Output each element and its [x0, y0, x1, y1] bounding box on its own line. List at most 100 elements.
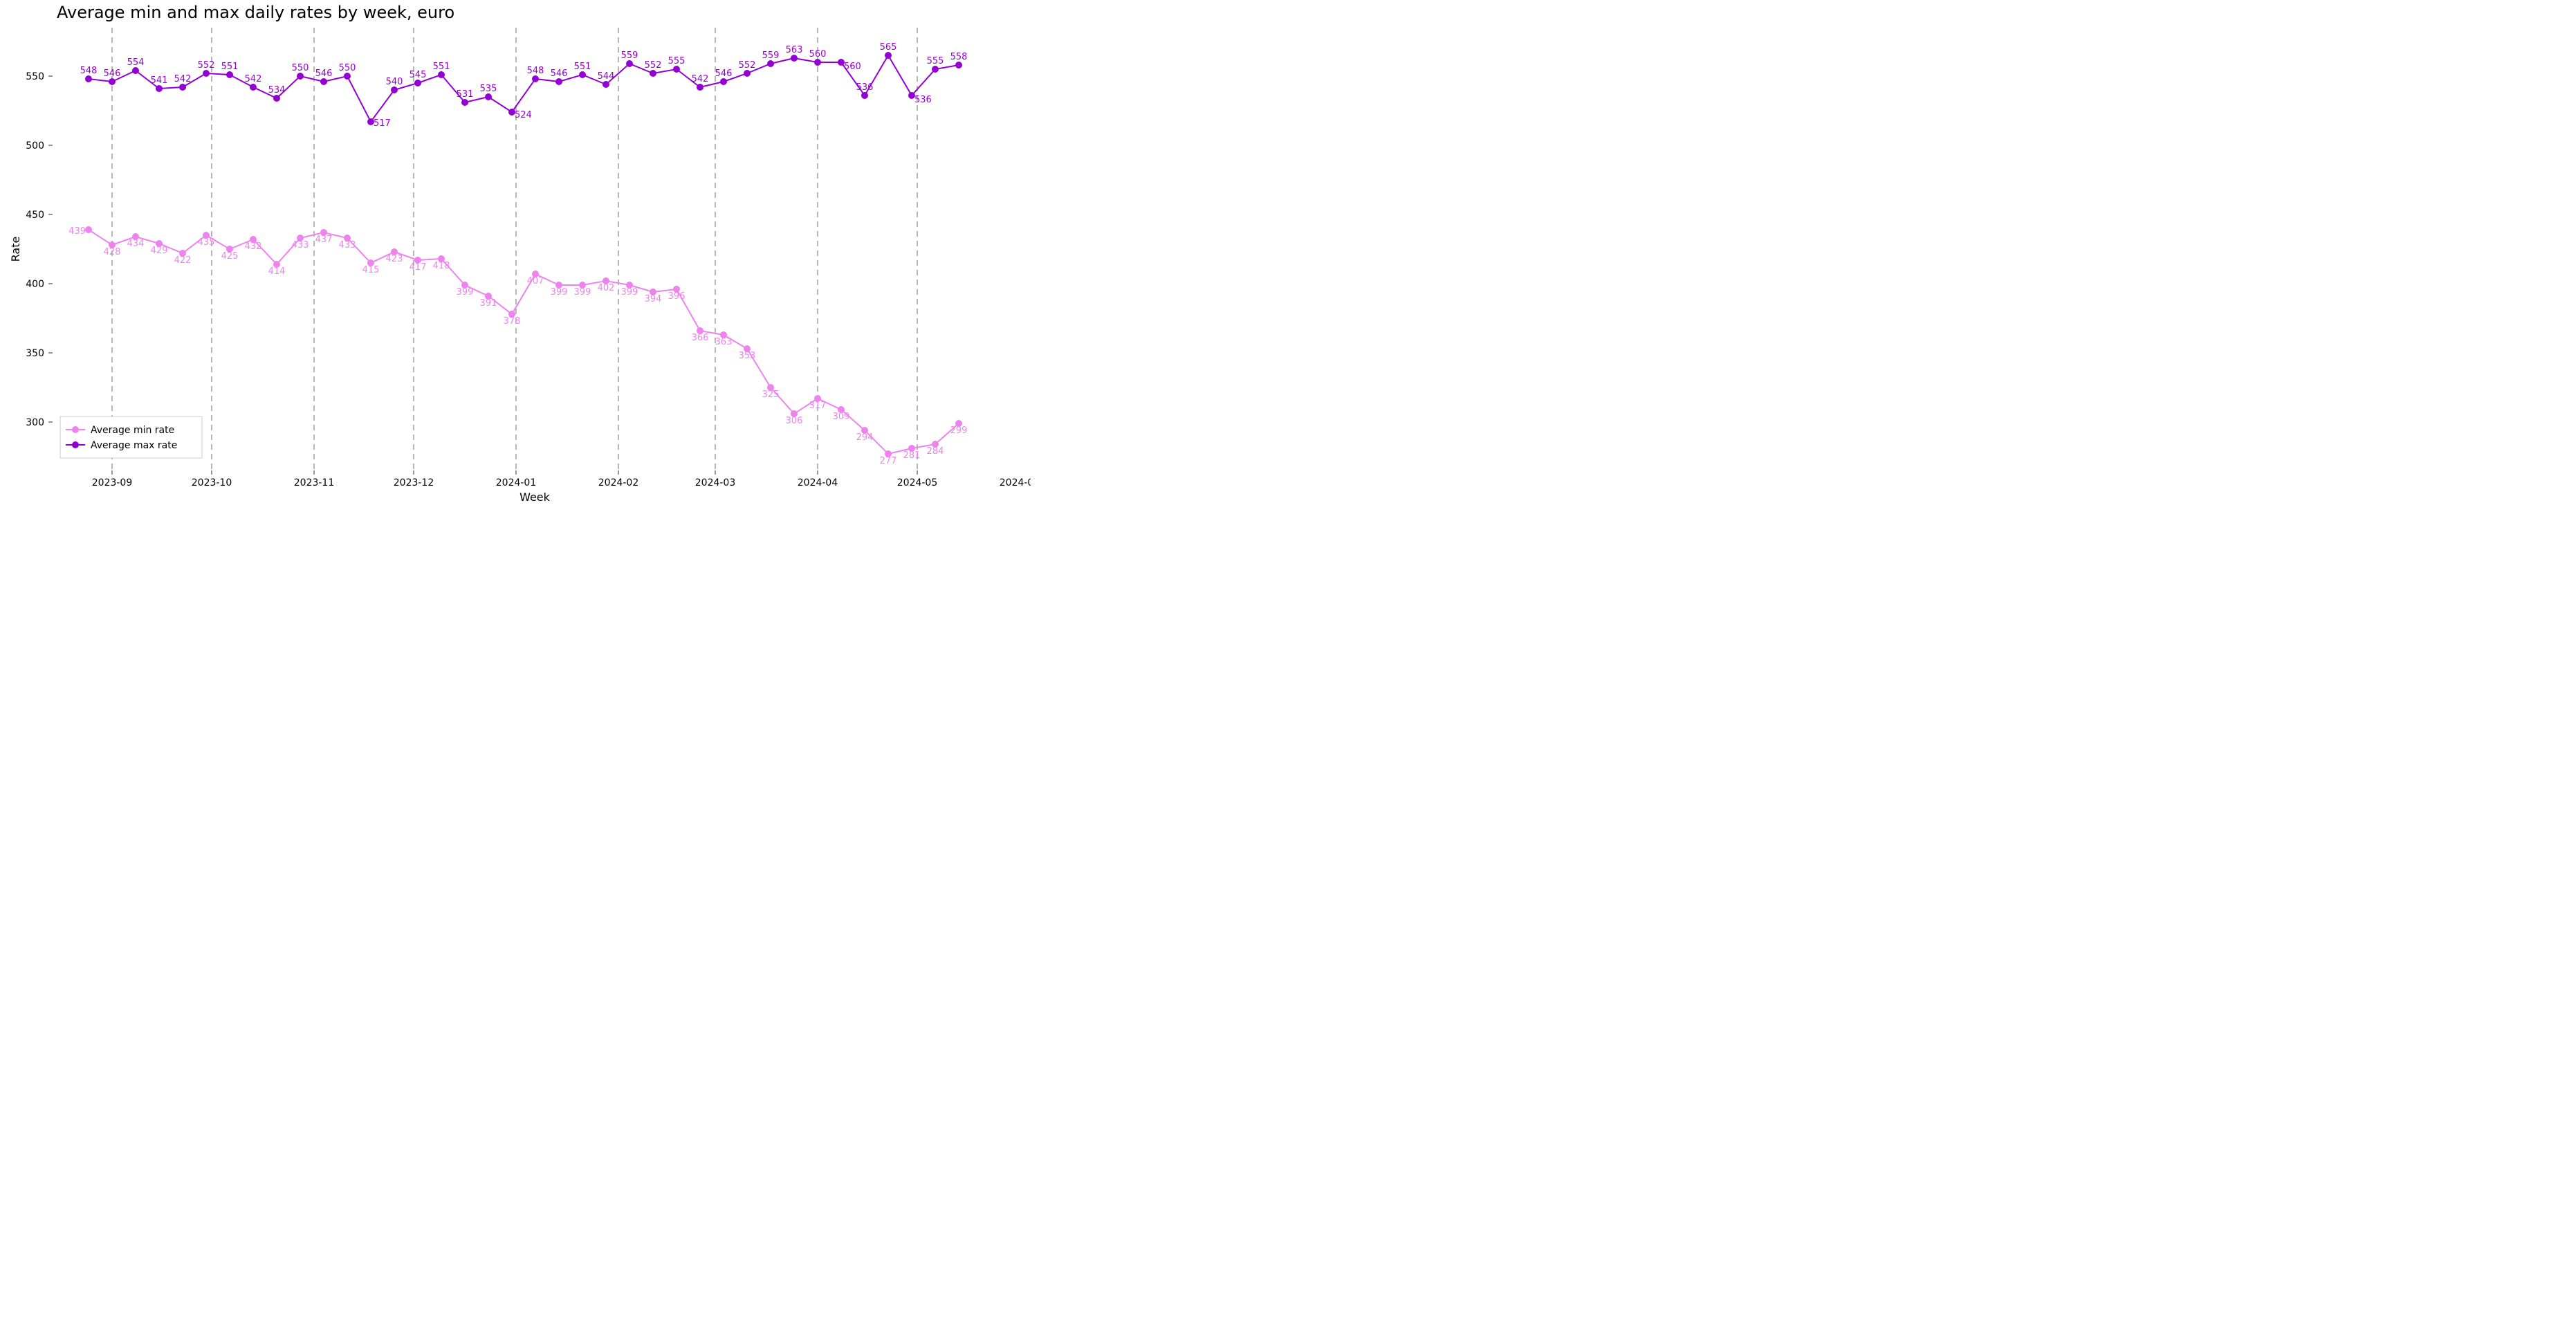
- data-label: 548: [80, 66, 98, 76]
- data-point: [626, 60, 633, 67]
- data-label: 399: [621, 287, 638, 298]
- data-point: [414, 80, 421, 86]
- data-label: 396: [668, 291, 686, 302]
- data-point: [250, 84, 257, 91]
- data-label: 353: [739, 351, 756, 361]
- data-point: [791, 55, 798, 62]
- y-axis: 300350400450500550: [26, 71, 53, 428]
- data-point: [438, 71, 445, 78]
- data-label: 551: [221, 62, 239, 72]
- data-point: [109, 78, 116, 85]
- legend: Average min rate Average max rate: [60, 417, 202, 458]
- legend-label: Average min rate: [91, 425, 174, 436]
- data-label: 391: [480, 298, 497, 309]
- data-label: 284: [927, 446, 944, 457]
- data-label: 554: [127, 57, 145, 68]
- data-label: 432: [245, 241, 262, 252]
- chart-container: 3003504004505005502023-092023-102023-112…: [0, 0, 1031, 527]
- x-tick-label: 2023-10: [192, 477, 232, 488]
- data-label: 542: [245, 74, 262, 84]
- data-label: 306: [786, 416, 803, 426]
- data-label: 555: [668, 56, 686, 66]
- data-label: 542: [174, 74, 192, 84]
- data-label: 435: [198, 237, 215, 248]
- y-tick-label: 300: [26, 417, 44, 428]
- data-label: 551: [574, 62, 591, 72]
- data-point: [132, 67, 139, 74]
- data-label: 294: [856, 432, 874, 443]
- data-label: 546: [104, 68, 121, 79]
- series-average-max-rate: 5485465545415425525515425345505465505175…: [80, 42, 968, 129]
- data-point: [720, 78, 727, 85]
- data-label: 560: [844, 62, 861, 72]
- data-label: 534: [268, 85, 286, 95]
- data-label: 559: [621, 51, 638, 61]
- data-label: 552: [645, 60, 662, 71]
- data-label: 536: [914, 95, 932, 105]
- data-label: 546: [315, 68, 333, 79]
- data-point: [861, 92, 868, 99]
- data-point: [320, 78, 327, 85]
- data-label: 399: [551, 287, 568, 298]
- data-label: 559: [762, 51, 780, 61]
- data-label: 558: [950, 52, 968, 62]
- data-label: 546: [715, 68, 733, 79]
- data-label: 433: [292, 240, 309, 250]
- data-point: [273, 95, 280, 102]
- data-label: 407: [527, 276, 544, 286]
- data-label: 550: [339, 63, 356, 73]
- data-point: [602, 81, 609, 88]
- data-point: [955, 62, 962, 68]
- data-point: [85, 226, 92, 233]
- x-axis-title: Week: [519, 491, 551, 504]
- data-point: [203, 70, 210, 77]
- data-label: 552: [198, 60, 215, 71]
- x-tick-label: 2024-05: [897, 477, 938, 488]
- y-tick-label: 450: [26, 210, 44, 221]
- data-label: 415: [362, 265, 380, 275]
- data-label: 546: [551, 68, 568, 79]
- data-label: 394: [645, 294, 662, 304]
- x-tick-label: 2024-06: [1000, 477, 1031, 488]
- data-point: [673, 66, 680, 73]
- data-label: 422: [174, 255, 192, 266]
- data-label: 428: [104, 247, 121, 257]
- data-label: 548: [527, 66, 544, 76]
- data-label: 425: [221, 251, 239, 262]
- data-label: 545: [410, 70, 427, 80]
- x-tick-label: 2023-11: [294, 477, 335, 488]
- x-tick-label: 2023-12: [394, 477, 434, 488]
- data-label: 417: [410, 262, 427, 273]
- data-label: 402: [598, 283, 615, 293]
- data-label: 517: [374, 118, 391, 129]
- data-label: 423: [386, 254, 403, 264]
- data-label: 541: [151, 75, 168, 86]
- data-label: 437: [315, 235, 333, 245]
- data-point: [885, 52, 892, 59]
- data-point: [156, 85, 163, 92]
- x-tick-label: 2024-04: [798, 477, 838, 488]
- data-point: [297, 73, 304, 80]
- data-point: [85, 75, 92, 82]
- data-label: 535: [480, 84, 497, 94]
- y-tick-label: 550: [26, 71, 44, 82]
- legend-label: Average max rate: [91, 440, 177, 451]
- data-point: [555, 78, 562, 85]
- data-label: 551: [433, 62, 450, 72]
- data-label: 531: [457, 89, 474, 100]
- data-label: 309: [833, 412, 850, 422]
- data-label: 536: [856, 82, 874, 93]
- y-tick-label: 400: [26, 279, 44, 290]
- data-label: 560: [809, 49, 827, 60]
- data-point: [932, 66, 939, 73]
- data-label: 418: [433, 261, 450, 271]
- data-point: [697, 84, 703, 91]
- data-point: [532, 75, 539, 82]
- series-average-min-rate: 4394284344294224354254324144334374334154…: [68, 226, 967, 466]
- x-tick-label: 2024-03: [695, 477, 736, 488]
- data-label: 544: [598, 71, 615, 82]
- x-tick-label: 2024-01: [496, 477, 537, 488]
- data-label: 555: [927, 56, 944, 66]
- data-label: 399: [574, 287, 591, 298]
- data-label: 317: [809, 401, 827, 411]
